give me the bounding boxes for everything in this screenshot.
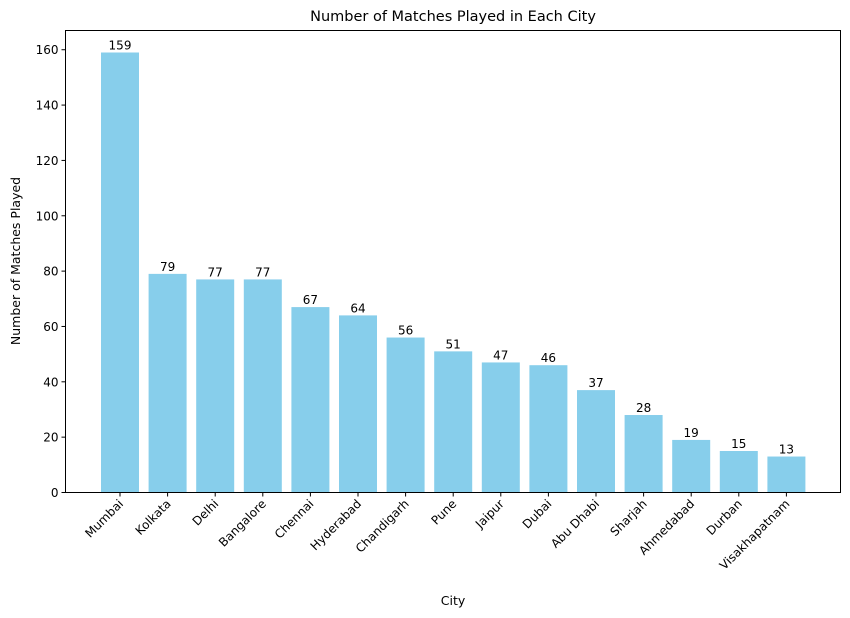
data-label-hyderabad: 64 bbox=[350, 301, 365, 315]
data-label-abu-dhabi: 37 bbox=[588, 376, 603, 390]
data-label-jaipur: 47 bbox=[493, 348, 508, 362]
data-label-delhi: 77 bbox=[208, 265, 223, 279]
x-tick-label-delhi: Delhi bbox=[190, 497, 222, 529]
bar-ahmedabad bbox=[672, 439, 711, 493]
bar-bangalore bbox=[243, 279, 282, 493]
x-tick-label-abu-dhabi: Abu Dhabi bbox=[548, 497, 602, 551]
bar-delhi bbox=[196, 279, 235, 493]
bar-durban bbox=[719, 450, 758, 493]
data-label-ahmedabad: 19 bbox=[684, 426, 699, 440]
chart-title: Number of Matches Played in Each City bbox=[310, 9, 596, 25]
x-tick-label-kolkata: Kolkata bbox=[133, 497, 174, 538]
y-tick-label-120: 120 bbox=[36, 154, 59, 168]
bar-hyderabad bbox=[339, 315, 377, 493]
x-tick-label-bangalore: Bangalore bbox=[216, 497, 269, 550]
x-axis-label: City bbox=[441, 593, 466, 608]
y-tick-label-60: 60 bbox=[43, 320, 58, 334]
data-label-visakhapatnam: 13 bbox=[779, 443, 794, 457]
bar-dubai bbox=[529, 365, 568, 493]
y-axis: 0 20 40 60 80 100 120 140 160 bbox=[36, 43, 66, 500]
bar-chennai bbox=[291, 307, 330, 493]
x-tick-label-chennai: Chennai bbox=[272, 497, 317, 542]
plot-frame bbox=[65, 30, 841, 493]
y-tick-label-0: 0 bbox=[51, 486, 59, 500]
y-tick-label-140: 140 bbox=[36, 99, 59, 113]
data-label-chennai: 67 bbox=[303, 293, 318, 307]
data-label-sharjah: 28 bbox=[636, 401, 651, 415]
data-label-chandigarh: 56 bbox=[398, 324, 413, 338]
data-label-kolkata: 79 bbox=[160, 260, 175, 274]
x-tick-label-pune: Pune bbox=[428, 497, 459, 528]
bar-chandigarh bbox=[386, 337, 425, 493]
bar-kolkata bbox=[148, 273, 187, 493]
bar-visakhapatnam bbox=[767, 456, 806, 493]
data-label-durban: 15 bbox=[731, 437, 746, 451]
data-label-bangalore: 77 bbox=[255, 265, 270, 279]
bar-sharjah bbox=[624, 415, 663, 493]
bar-abu-dhabi bbox=[577, 390, 615, 493]
y-tick-label-160: 160 bbox=[36, 43, 59, 57]
x-tick-label-mumbai: Mumbai bbox=[82, 497, 126, 541]
y-tick-label-20: 20 bbox=[43, 431, 58, 445]
y-tick-label-80: 80 bbox=[43, 265, 58, 279]
x-tick-label-dubai: Dubai bbox=[520, 497, 555, 532]
bars-layer: 159 79 77 77 67 64 56 51 47 46 37 28 19 15 13 bbox=[101, 39, 806, 493]
x-tick-label-durban: Durban bbox=[704, 497, 745, 538]
y-tick-label-100: 100 bbox=[36, 209, 59, 223]
x-tick-label-sharjah: Sharjah bbox=[607, 497, 649, 539]
x-tick-label-jaipur: Jaipur bbox=[472, 497, 507, 532]
data-label-pune: 51 bbox=[446, 337, 461, 351]
data-label-mumbai: 159 bbox=[109, 39, 132, 53]
bar-pune bbox=[434, 351, 473, 493]
bar-jaipur bbox=[481, 362, 520, 493]
data-label-dubai: 46 bbox=[541, 351, 556, 365]
y-axis-label: Number of Matches Played bbox=[8, 177, 23, 345]
y-tick-label-40: 40 bbox=[43, 375, 58, 389]
bar-mumbai bbox=[101, 52, 139, 493]
